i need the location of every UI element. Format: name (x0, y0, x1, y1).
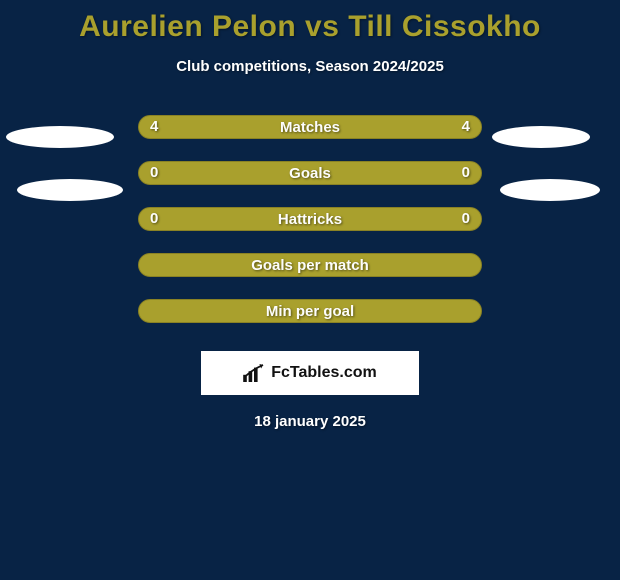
stat-pill: Matches (138, 115, 482, 139)
stat-row: Hattricks 0 0 (0, 205, 620, 251)
date-label: 18 january 2025 (0, 413, 620, 430)
stat-pill: Goals per match (138, 253, 482, 277)
stat-label: Matches (280, 119, 340, 136)
page-title: Aurelien Pelon vs Till Cissokho (0, 0, 620, 44)
stat-pill: Goals (138, 161, 482, 185)
stat-value-right: 0 (462, 210, 470, 227)
chart-icon (243, 364, 265, 382)
stat-value-left: 0 (150, 210, 158, 227)
stat-value-left: 0 (150, 164, 158, 181)
stat-row: Goals per match (0, 251, 620, 297)
comparison-bars: Matches 4 4 Goals 0 0 Hattricks 0 0 Goals per mat… (0, 113, 620, 343)
stat-value-right: 0 (462, 164, 470, 181)
stat-row: Goals 0 0 (0, 159, 620, 205)
stat-label: Goals (289, 165, 331, 182)
stat-label: Min per goal (266, 303, 354, 320)
stat-label: Goals per match (251, 257, 369, 274)
stat-pill: Hattricks (138, 207, 482, 231)
stat-row: Matches 4 4 (0, 113, 620, 159)
stat-row: Min per goal (0, 297, 620, 343)
subtitle: Club competitions, Season 2024/2025 (0, 58, 620, 75)
source-logo: FcTables.com (201, 351, 419, 395)
stat-value-left: 4 (150, 118, 158, 135)
logo-text: FcTables.com (271, 364, 377, 382)
stat-label: Hattricks (278, 211, 342, 228)
stat-value-right: 4 (462, 118, 470, 135)
stat-pill: Min per goal (138, 299, 482, 323)
